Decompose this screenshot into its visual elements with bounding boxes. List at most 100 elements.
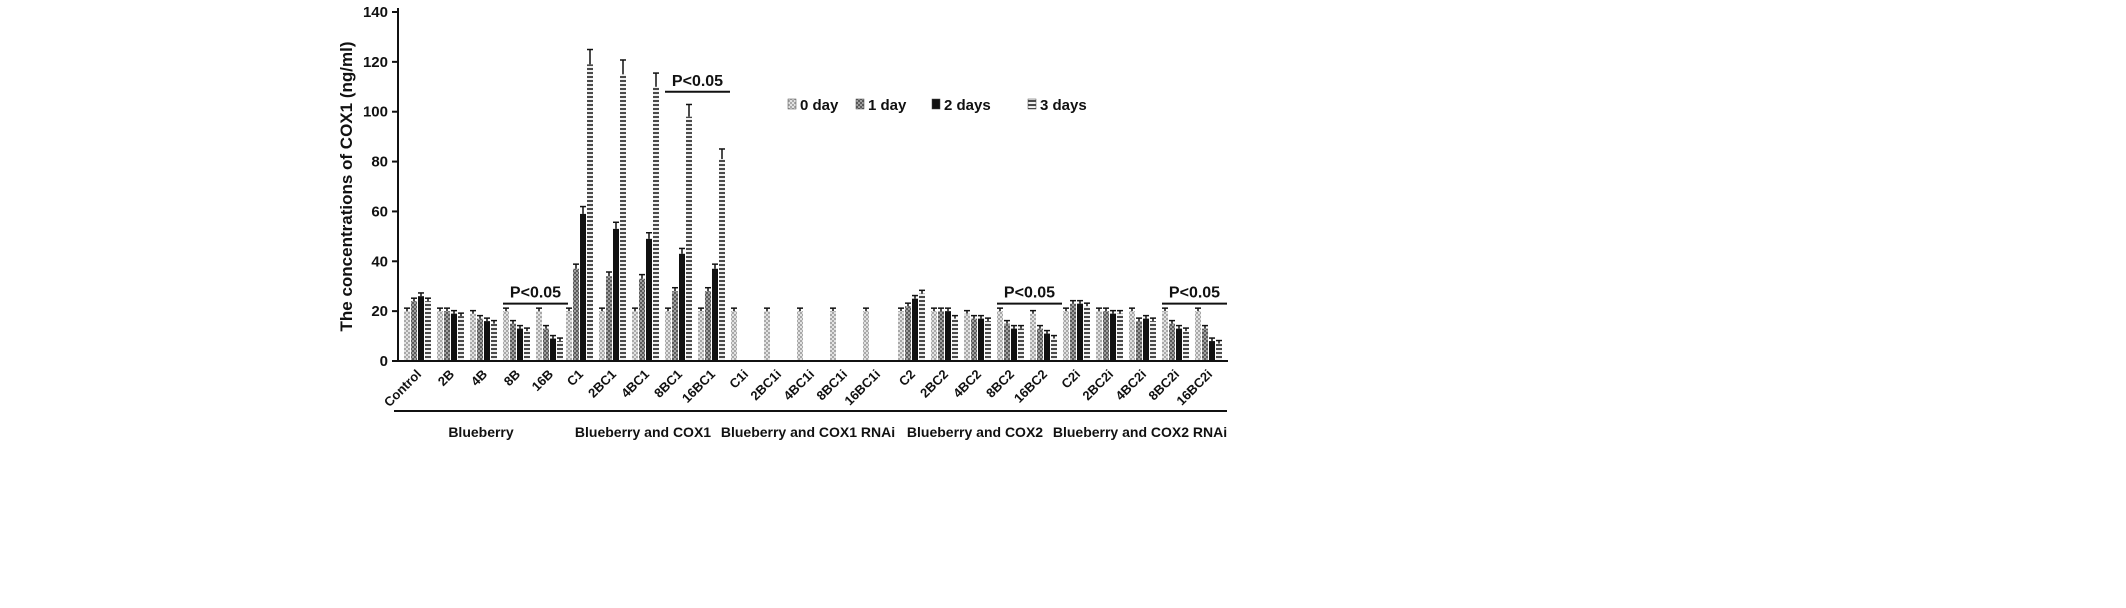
bar-2BC2-1day bbox=[938, 311, 944, 361]
bar-4BC2i-0day bbox=[1129, 311, 1135, 361]
legend-entry: 2 days bbox=[944, 97, 991, 114]
bar-C1-1day bbox=[573, 268, 579, 361]
bar-4B-2days bbox=[484, 321, 490, 361]
x-tick-label: Control bbox=[381, 367, 424, 410]
bar-16BC2i-3days bbox=[1216, 343, 1222, 361]
bar-C2i-2days bbox=[1077, 303, 1083, 361]
bar-4BC2i-3days bbox=[1150, 321, 1156, 361]
significance-label: P<0.05 bbox=[510, 285, 561, 302]
legend-entry: 1 day bbox=[868, 97, 907, 114]
bar-Control-1day bbox=[411, 301, 417, 361]
bar-2B-3days bbox=[458, 316, 464, 361]
bar-4BC1-3days bbox=[653, 86, 659, 362]
bar-8B-0day bbox=[503, 311, 509, 361]
x-tick-label: 16BC1 bbox=[679, 367, 718, 406]
bar-2BC1-1day bbox=[606, 276, 612, 361]
x-tick-label: 4B bbox=[468, 367, 490, 389]
bar-2BC1-2days bbox=[613, 228, 619, 361]
y-tick-label: 140 bbox=[363, 4, 388, 21]
bar-4BC2i-1day bbox=[1136, 321, 1142, 361]
bar-16BC1-1day bbox=[705, 291, 711, 361]
bar-8BC2i-2days bbox=[1176, 328, 1182, 361]
bar-C2i-1day bbox=[1070, 303, 1076, 361]
bar-4BC1-1day bbox=[639, 278, 645, 361]
group-label: Blueberry and COX1 bbox=[575, 424, 711, 440]
x-tick-label: 4BC2 bbox=[950, 367, 984, 401]
bar-C1i-0day bbox=[731, 311, 737, 361]
x-tick-label: 4BC2i bbox=[1112, 367, 1149, 404]
x-tick-label: 4BC1 bbox=[618, 367, 652, 401]
bar-C2i-0day bbox=[1063, 311, 1069, 361]
bar-8BC1-1day bbox=[672, 291, 678, 361]
group-label: Blueberry and COX2 RNAi bbox=[1053, 424, 1227, 440]
bar-16BC2-3days bbox=[1051, 338, 1057, 361]
legend-swatch bbox=[787, 98, 797, 110]
bar-4BC1i-0day bbox=[797, 311, 803, 361]
bar-Control-3days bbox=[425, 301, 431, 361]
bar-8BC2i-1day bbox=[1169, 323, 1175, 361]
bar-4BC2-1day bbox=[971, 318, 977, 361]
bar-4BC2-2days bbox=[978, 318, 984, 361]
y-tick-label: 0 bbox=[380, 353, 388, 370]
bar-16BC1-0day bbox=[698, 311, 704, 361]
bar-C2-2days bbox=[912, 298, 918, 361]
y-tick-label: 20 bbox=[371, 303, 388, 320]
bar-2BC2i-1day bbox=[1103, 311, 1109, 361]
legend-swatch bbox=[1027, 98, 1037, 110]
bar-2B-1day bbox=[444, 311, 450, 361]
bar-4BC2-3days bbox=[985, 321, 991, 361]
bar-2BC2i-2days bbox=[1110, 313, 1116, 361]
bar-C2i-3days bbox=[1084, 306, 1090, 361]
bar-16BC1-2days bbox=[712, 268, 718, 361]
x-tick-label: 16BC1i bbox=[841, 367, 883, 409]
bar-2BC2-0day bbox=[931, 311, 937, 361]
x-tick-label: 2BC1i bbox=[747, 367, 784, 404]
bar-2BC1-3days bbox=[620, 74, 626, 362]
legend-swatch bbox=[855, 98, 865, 110]
bar-2BC2i-0day bbox=[1096, 311, 1102, 361]
bar-2BC2-3days bbox=[952, 318, 958, 361]
bar-8BC2-3days bbox=[1018, 328, 1024, 361]
bar-16B-0day bbox=[536, 311, 542, 361]
bar-2BC1-0day bbox=[599, 311, 605, 361]
x-tick-label: 2BC2 bbox=[917, 367, 951, 401]
bar-4B-1day bbox=[477, 318, 483, 361]
y-axis-label: The concentrations of COX1 (ng/ml) bbox=[337, 42, 356, 332]
bar-8BC1i-0day bbox=[830, 311, 836, 361]
legend-entry: 0 day bbox=[800, 97, 839, 114]
bar-16BC2i-2days bbox=[1209, 341, 1215, 361]
bar-16BC1-3days bbox=[719, 159, 725, 361]
group-label: Blueberry bbox=[448, 424, 514, 440]
bar-C1-0day bbox=[566, 311, 572, 361]
x-tick-label: 2BC2i bbox=[1079, 367, 1116, 404]
bar-16BC2-2days bbox=[1044, 333, 1050, 361]
bar-16BC2-0day bbox=[1030, 313, 1036, 361]
x-tick-label: C1i bbox=[726, 367, 751, 392]
bar-8BC2i-3days bbox=[1183, 331, 1189, 361]
bar-4BC1-0day bbox=[632, 311, 638, 361]
bar-C2-0day bbox=[898, 311, 904, 361]
bar-Control-2days bbox=[418, 296, 424, 361]
x-tick-label: 8B bbox=[501, 367, 523, 389]
bar-16BC2i-1day bbox=[1202, 328, 1208, 361]
bar-C2-1day bbox=[905, 306, 911, 361]
bar-8BC2-2days bbox=[1011, 328, 1017, 361]
x-tick-label: 16B bbox=[529, 367, 556, 394]
bar-8BC1-3days bbox=[686, 116, 692, 361]
x-tick-label: 2B bbox=[435, 367, 457, 389]
bar-C2-3days bbox=[919, 293, 925, 361]
bar-16B-3days bbox=[557, 341, 563, 361]
group-label: Blueberry and COX2 bbox=[907, 424, 1043, 440]
group-label: Blueberry and COX1 RNAi bbox=[721, 424, 895, 440]
bar-2BC2i-3days bbox=[1117, 313, 1123, 361]
y-tick-label: 120 bbox=[363, 54, 388, 71]
legend-entry: 3 days bbox=[1040, 97, 1087, 114]
bar-8BC1-2days bbox=[679, 253, 685, 361]
bar-C1-3days bbox=[587, 64, 593, 361]
bar-2B-2days bbox=[451, 313, 457, 361]
bar-16BC2-1day bbox=[1037, 328, 1043, 361]
bar-4BC2i-2days bbox=[1143, 318, 1149, 361]
bar-2B-0day bbox=[437, 311, 443, 361]
x-tick-label: C1 bbox=[564, 367, 586, 389]
